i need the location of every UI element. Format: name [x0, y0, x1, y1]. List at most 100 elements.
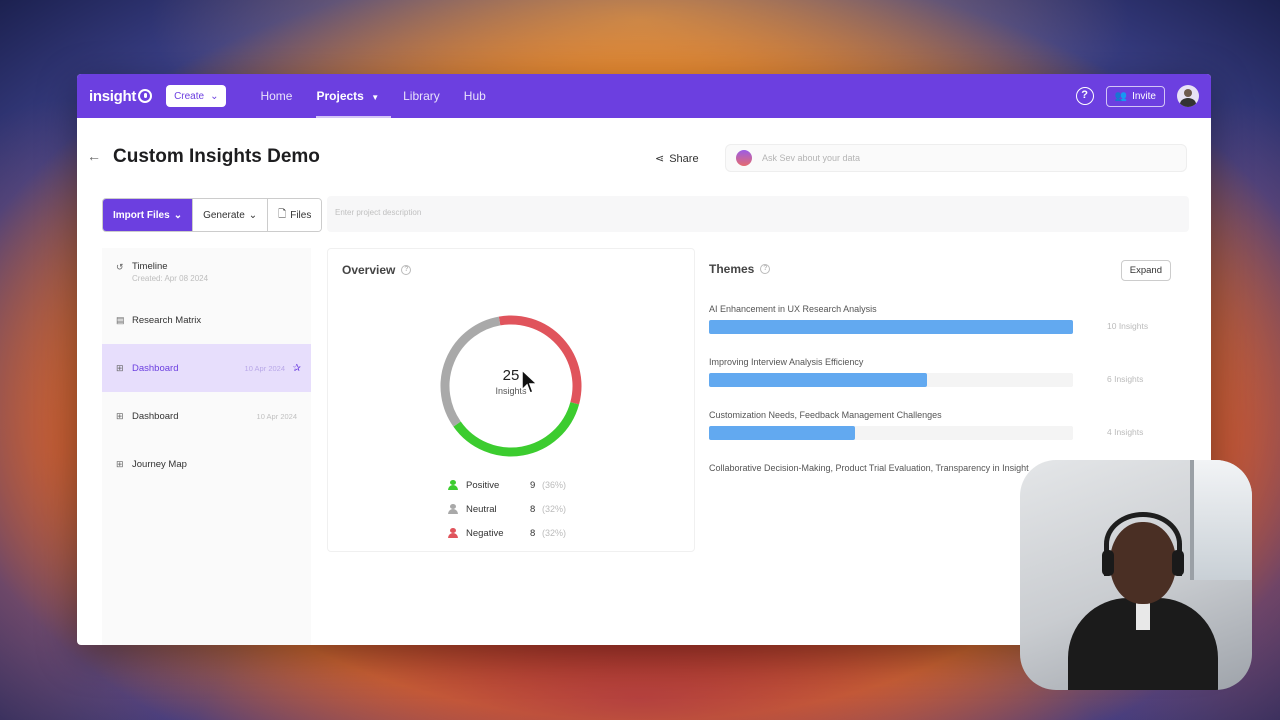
nav-hub[interactable]: Hub — [463, 89, 486, 103]
person-icon — [448, 480, 458, 490]
grid-icon: ⊞ — [116, 459, 124, 469]
sentiment-legend: Positive 9 (36%) Neutral 8 (32%) Negativ… — [448, 473, 566, 545]
theme-item[interactable]: AI Enhancement in UX Research Analysis 1… — [709, 304, 1169, 334]
files-button[interactable]: 🗋 Files — [268, 199, 322, 231]
person-icon — [448, 528, 458, 538]
sidebar-item-date: 10 Apr 2024 — [256, 411, 297, 421]
page-header: ← Custom Insights Demo ⋖ Share Ask Sev a… — [77, 118, 1211, 188]
donut-slice-negative[interactable] — [498, 315, 582, 405]
chevron-down-icon: ⌄ — [210, 90, 219, 102]
page-title: Custom Insights Demo — [113, 146, 320, 167]
headphones-icon — [1104, 512, 1182, 576]
ask-sev-input[interactable]: Ask Sev about your data — [725, 144, 1187, 172]
legend-positive[interactable]: Positive 9 (36%) — [448, 473, 566, 497]
theme-count: 4 Insights — [1107, 427, 1144, 437]
sidebar-item-label: Dashboard — [132, 362, 179, 374]
legend-label: Neutral — [466, 503, 497, 515]
logo-text: insight — [89, 87, 137, 105]
sidebar-item-date: 10 Apr 2024 — [244, 363, 285, 373]
user-avatar[interactable] — [1177, 85, 1199, 107]
theme-title: AI Enhancement in UX Research Analysis — [709, 304, 877, 314]
theme-count: 10 Insights — [1107, 321, 1149, 331]
info-icon[interactable]: ? — [401, 265, 412, 275]
headphone-ear-left — [1102, 550, 1114, 576]
assistant-avatar — [736, 150, 752, 166]
help-icon[interactable]: ? — [1075, 87, 1094, 105]
sidebar-item-timeline[interactable]: ↺ Timeline Created: Apr 08 2024 — [102, 248, 311, 296]
legend-count: 8 — [530, 503, 536, 515]
legend-count: 9 — [530, 479, 536, 491]
sidebar-item-dashboard-active[interactable]: ⊞ Dashboard 10 Apr 2024 ✰ — [102, 344, 311, 392]
mouse-cursor-icon — [521, 368, 539, 394]
theme-title: Improving Interview Analysis Efficiency — [709, 357, 864, 367]
sidebar-item-dashboard[interactable]: ⊞ Dashboard 10 Apr 2024 — [102, 392, 311, 440]
info-icon[interactable]: ? — [760, 264, 771, 274]
themes-title: Themes ? — [709, 262, 771, 276]
nav-items: Home Projects ▼ Library Hub — [248, 74, 497, 118]
legend-pct: (32%) — [542, 528, 567, 538]
theme-title: Customization Needs, Feedback Management… — [709, 410, 942, 420]
webcam-person-collar — [1136, 600, 1150, 630]
create-button[interactable]: Create ⌄ — [166, 85, 227, 107]
donut-slice-positive[interactable] — [453, 402, 580, 457]
sidebar-item-research-matrix[interactable]: ▤ Research Matrix — [102, 296, 311, 344]
invite-button[interactable]: 👥 Invite — [1105, 85, 1165, 107]
import-files-button[interactable]: Import Files ⌄ — [103, 199, 194, 231]
overview-panel: Overview ? 25 Insights Positive 9 (36%) … — [327, 248, 695, 552]
theme-bar-track — [709, 320, 1073, 334]
project-description-input[interactable]: Enter project description — [327, 196, 1189, 232]
share-label: Share — [669, 152, 699, 165]
chevron-down-icon: ⌄ — [173, 209, 183, 221]
project-sidebar: ↺ Timeline Created: Apr 08 2024 ▤ Resear… — [102, 248, 311, 645]
back-arrow-icon[interactable]: ← — [87, 148, 101, 164]
theme-bar — [709, 320, 1073, 334]
legend-negative[interactable]: Negative 8 (32%) — [448, 521, 566, 545]
overview-title-text: Overview — [342, 263, 396, 277]
legend-count: 8 — [530, 527, 536, 539]
logo[interactable]: insight — [89, 87, 153, 105]
overview-title: Overview ? — [342, 263, 412, 277]
theme-bar-track — [709, 426, 1073, 440]
nav-home[interactable]: Home — [260, 89, 293, 103]
nav-right: ? 👥 Invite — [1075, 85, 1199, 107]
file-icon: 🗋 — [278, 208, 287, 220]
nav-projects[interactable]: Projects ▼ — [304, 74, 391, 118]
donut-center: 25 Insights — [436, 367, 586, 396]
history-icon: ↺ — [116, 261, 124, 272]
legend-label: Positive — [466, 479, 500, 491]
legend-neutral[interactable]: Neutral 8 (32%) — [448, 497, 566, 521]
import-files-label: Import Files — [113, 209, 170, 221]
generate-button[interactable]: Generate ⌄ — [193, 199, 269, 231]
create-button-label: Create — [174, 90, 205, 102]
donut-total: 25 — [502, 367, 520, 384]
webcam-window-bg — [1190, 460, 1252, 580]
legend-pct: (32%) — [542, 504, 567, 514]
files-label: Files — [290, 209, 312, 221]
legend-pct: (36%) — [542, 480, 567, 490]
theme-item[interactable]: Improving Interview Analysis Efficiency … — [709, 357, 1169, 387]
top-navbar: insight Create ⌄ Home Projects ▼ Library… — [77, 74, 1211, 118]
theme-count: 6 Insights — [1107, 374, 1144, 384]
theme-title: Collaborative Decision-Making, Product T… — [709, 463, 1029, 473]
themes-panel: Themes ? Expand AI Enhancement in UX Res… — [695, 248, 1189, 552]
donut-total-label: Insights — [495, 386, 527, 396]
sentiment-donut-chart[interactable] — [436, 311, 586, 461]
pin-icon[interactable]: ✰ — [292, 362, 301, 374]
theme-item[interactable]: Collaborative Decision-Making, Product T… — [709, 463, 1054, 473]
sidebar-item-label: Dashboard — [132, 410, 179, 422]
generate-label: Generate — [203, 209, 245, 221]
chevron-down-icon: ⌄ — [248, 209, 258, 221]
share-button[interactable]: ⋖ Share — [655, 152, 699, 166]
theme-item[interactable]: Customization Needs, Feedback Management… — [709, 410, 1169, 440]
person-icon — [448, 504, 458, 514]
theme-bar — [709, 426, 855, 440]
invite-label: Invite — [1132, 90, 1156, 102]
donut-slice-neutral[interactable] — [440, 316, 501, 427]
users-icon: 👥 — [1114, 90, 1128, 102]
share-icon: ⋖ — [655, 153, 665, 165]
timeline-created: Created: Apr 08 2024 — [132, 274, 209, 283]
nav-library[interactable]: Library — [403, 89, 440, 103]
sidebar-item-journey-map[interactable]: ⊞ Journey Map — [102, 440, 311, 488]
expand-button[interactable]: Expand — [1120, 260, 1171, 281]
project-toolbar: Import Files ⌄ Generate ⌄ 🗋 Files — [102, 198, 323, 232]
